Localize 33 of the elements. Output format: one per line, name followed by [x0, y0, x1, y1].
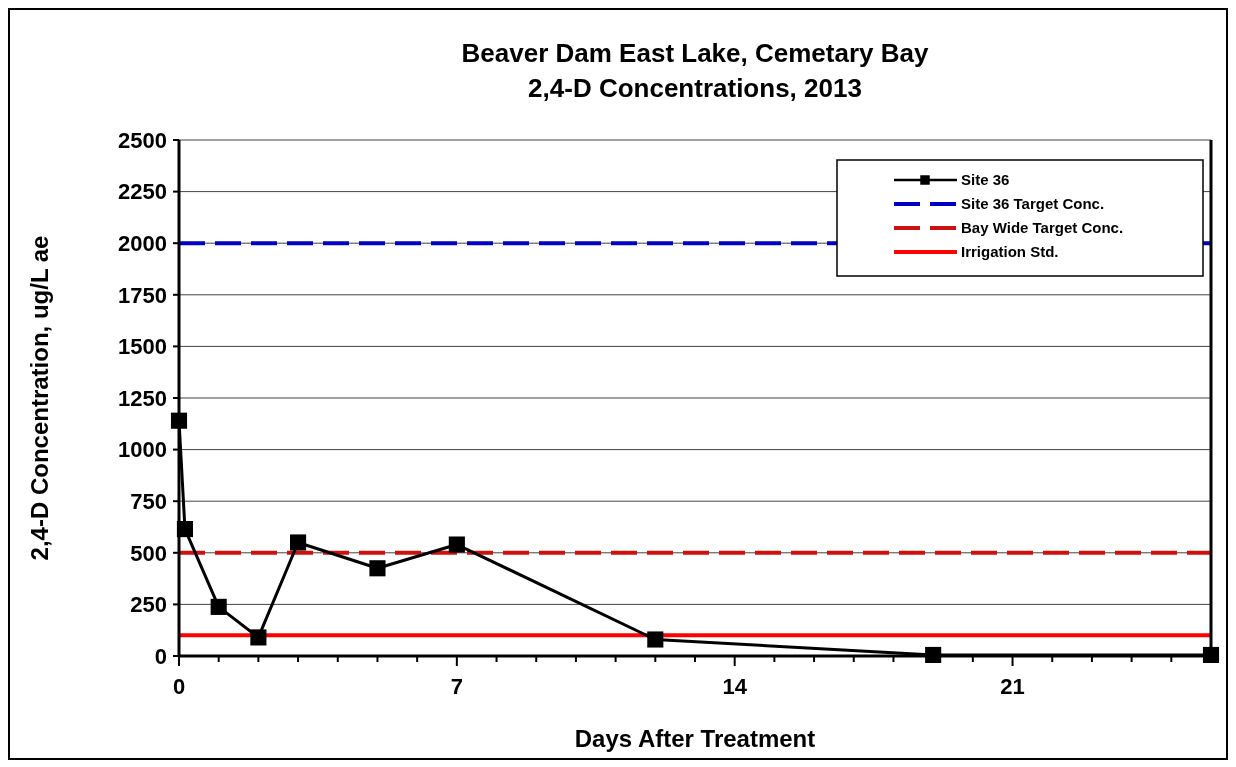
x-tick-label: 0 [172, 674, 186, 699]
y-tick-label: 1500 [118, 334, 167, 360]
point [176, 521, 194, 538]
x-axis-title: Days After Treatment [574, 725, 816, 752]
point [210, 598, 227, 615]
point [1202, 646, 1220, 664]
y-tick-label: 1000 [118, 437, 167, 463]
y-tick-label: 1250 [118, 385, 167, 411]
chart-title: Beaver Dam East Lake, Cemetary Bay [461, 38, 929, 68]
y-tick-label: 500 [130, 540, 167, 566]
y-tick-label: 750 [130, 488, 167, 514]
point [170, 412, 188, 429]
legend-label: Site 36 Target Conc. [961, 195, 1105, 213]
x-tick-label: 14 [722, 674, 748, 699]
point [925, 646, 942, 664]
y-tick-label: 1750 [118, 282, 167, 308]
chart-subtitle: 2,4-D Concentrations, 2013 [528, 73, 862, 103]
legend-label: Bay Wide Target Conc. [961, 219, 1124, 237]
point [290, 534, 307, 551]
legend-label: Irrigation Std. [961, 243, 1059, 261]
legend-label: Site 36 [961, 171, 1010, 189]
point [647, 631, 664, 648]
point [448, 536, 465, 553]
y-tick-label: 2250 [118, 179, 167, 205]
y-tick-label: 0 [154, 643, 167, 669]
point [250, 629, 267, 646]
x-tick-label: 21 [1000, 674, 1025, 699]
point [369, 560, 386, 577]
y-tick-label: 2500 [118, 127, 167, 153]
x-tick-label: 7 [450, 674, 463, 699]
y-tick-label: 2000 [118, 230, 167, 256]
y-axis-title: 2,4-D Concentration, ug/L ae [26, 235, 53, 561]
y-tick-label: 250 [130, 592, 167, 618]
